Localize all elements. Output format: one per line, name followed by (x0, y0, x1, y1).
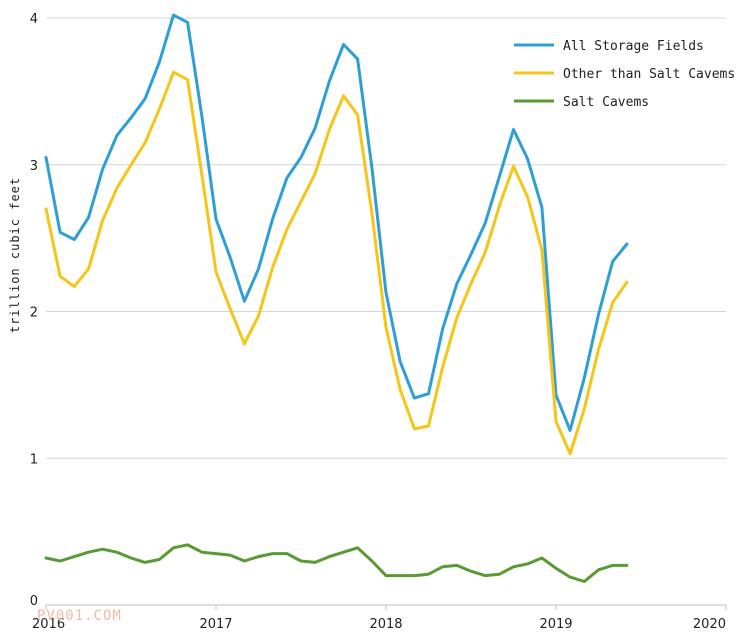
x-tick-labels: 2016 2017 2018 2019 2020 (32, 605, 727, 632)
legend: All Storage Fields Other than Salt Cavems… (514, 39, 735, 110)
series-lines (44, 13, 629, 583)
y-tick-label: 0 (30, 594, 38, 609)
y-axis-label: trillion cubic feet (8, 177, 22, 333)
y-tick-labels: 0 1 2 3 4 (30, 12, 38, 609)
y-tick-label: 4 (30, 12, 38, 27)
y-tick-label: 1 (30, 452, 38, 467)
y-tick-label: 3 (30, 159, 38, 174)
x-tick-label: 2020 (693, 617, 726, 632)
series-line-other-than-salt-cavems (44, 70, 629, 456)
watermark-text: PV001.COM (37, 608, 122, 624)
x-tick-label: 2017 (199, 617, 232, 632)
x-tick-label: 2019 (539, 617, 572, 632)
x-tick-label: 2016 (32, 617, 65, 632)
legend-label: Salt Cavems (563, 95, 649, 110)
y-tick-label: 2 (30, 306, 38, 321)
series-line-all-storage-fields (44, 13, 629, 432)
x-tick-label: 2018 (369, 617, 402, 632)
series-line-salt-cavems (44, 543, 629, 583)
legend-label: All Storage Fields (563, 39, 704, 54)
legend-label: Other than Salt Cavems (563, 67, 735, 82)
